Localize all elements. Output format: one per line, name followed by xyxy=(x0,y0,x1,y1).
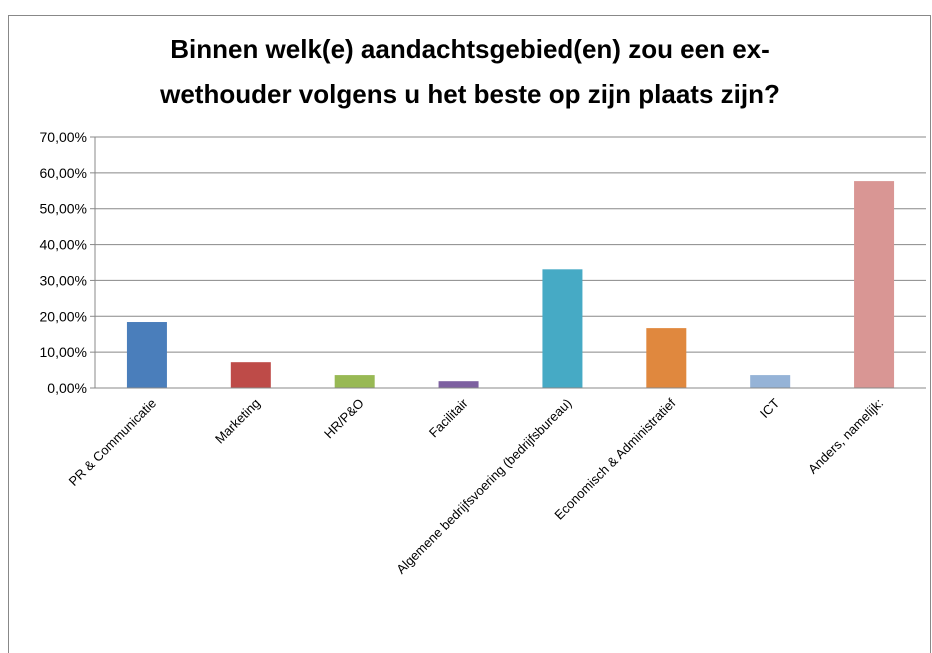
bar xyxy=(230,362,271,388)
y-tick-label: 0,00% xyxy=(47,380,87,396)
chart-title: wethouder volgens u het beste op zijn pl… xyxy=(159,79,780,109)
bar xyxy=(542,269,583,388)
bar xyxy=(126,322,167,388)
bar xyxy=(438,381,479,388)
y-tick-label: 20,00% xyxy=(40,308,87,324)
bar xyxy=(334,375,375,388)
bar xyxy=(854,181,895,388)
bar xyxy=(750,375,791,388)
y-tick-label: 50,00% xyxy=(40,201,87,217)
y-tick-label: 60,00% xyxy=(40,165,87,181)
y-tick-label: 30,00% xyxy=(40,272,87,288)
y-tick-label: 70,00% xyxy=(40,129,87,145)
bar xyxy=(646,328,687,388)
chart-title: Binnen welk(e) aandachtsgebied(en) zou e… xyxy=(170,34,770,64)
y-tick-label: 10,00% xyxy=(40,344,87,360)
y-tick-label: 40,00% xyxy=(40,237,87,253)
